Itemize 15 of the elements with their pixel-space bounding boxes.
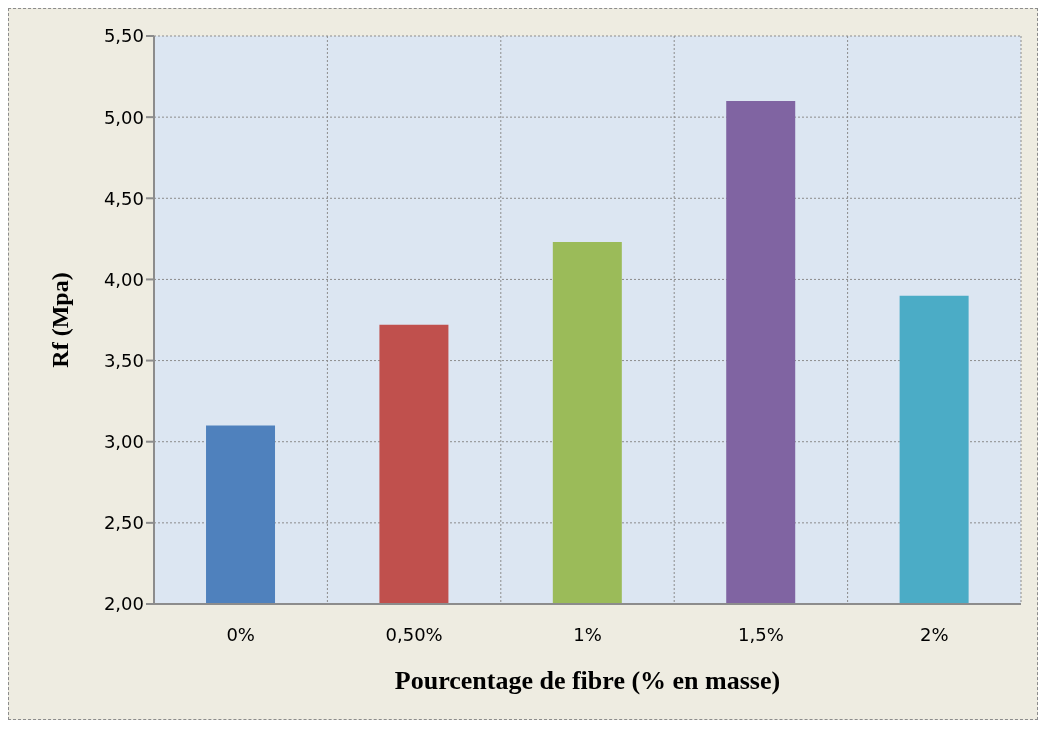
x-tick-label: 0,50% — [385, 623, 443, 645]
y-axis-title: Rf (Mpa) — [46, 272, 73, 368]
y-tick-label: 3,50 — [103, 349, 144, 371]
y-tick-label: 5,00 — [103, 106, 144, 128]
x-tick-label: 1% — [573, 623, 602, 645]
y-tick-label: 5,50 — [103, 25, 144, 47]
x-axis-title: Pourcentage de fibre (% en masse) — [394, 666, 781, 695]
x-tick-label: 1,5% — [738, 623, 784, 645]
x-tick-label: 2% — [920, 623, 949, 645]
x-tick-label: 0% — [226, 623, 255, 645]
y-tick-label: 4,50 — [103, 187, 144, 209]
y-tick-label: 3,00 — [103, 431, 144, 453]
y-tick-label: 2,50 — [103, 512, 144, 534]
y-tick-label: 4,00 — [103, 268, 144, 290]
y-tick-label: 2,00 — [103, 593, 144, 615]
